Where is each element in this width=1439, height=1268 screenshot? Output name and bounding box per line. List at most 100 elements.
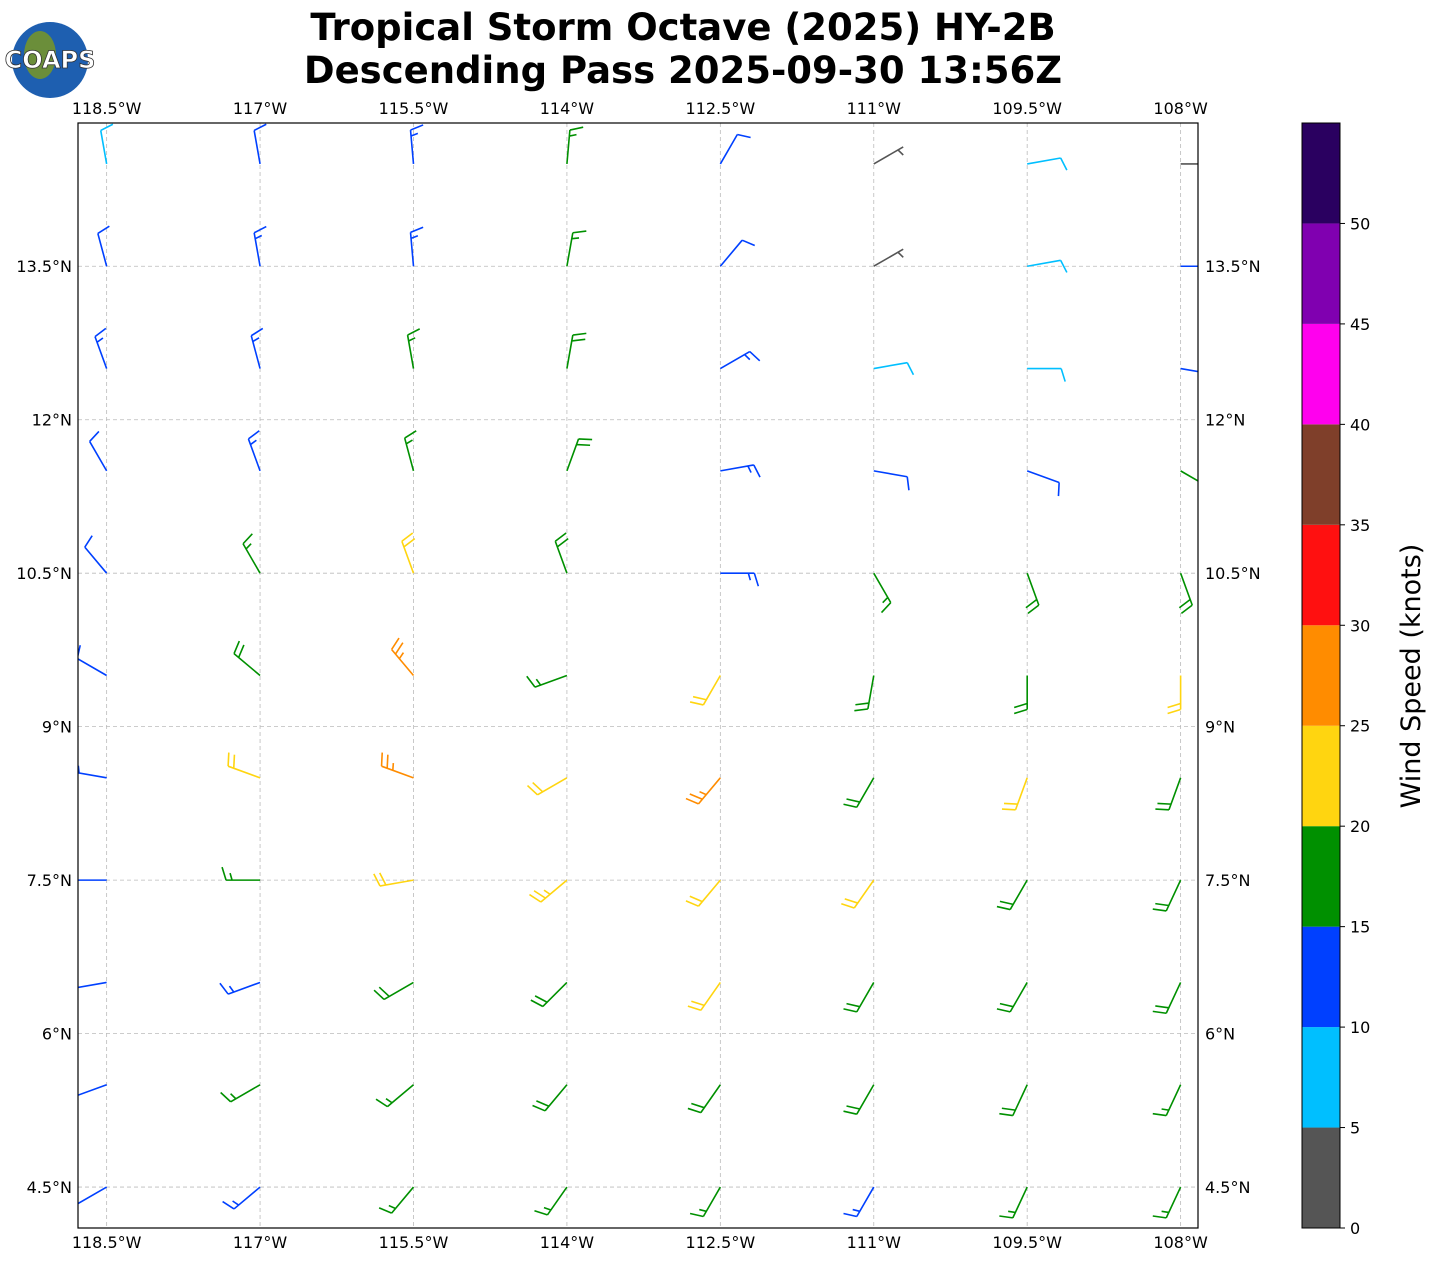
wind-barb: [409, 226, 424, 267]
wind-barb: [219, 981, 261, 995]
x-tick-label: 118.5°W: [72, 1233, 142, 1252]
wind-barb: [88, 430, 108, 472]
wind-barb: [1155, 777, 1182, 811]
colorbar-swatch: [1302, 323, 1340, 425]
wind-barb: [97, 225, 110, 267]
wind-barb: [996, 982, 1028, 1013]
colorbar-tick-label: 20: [1350, 817, 1370, 836]
y-tick-label: 13.5°N: [1205, 257, 1261, 276]
colorbar-swatch: [1302, 223, 1340, 324]
wind-barb: [720, 464, 761, 478]
wind-barb: [1027, 259, 1068, 273]
wind-barb: [250, 327, 264, 369]
y-tick-label: 9°N: [1205, 718, 1235, 737]
wind-barb: [403, 430, 417, 472]
wind-barb: [566, 332, 587, 369]
wind-barb: [253, 225, 267, 267]
colorbar-swatch: [1302, 926, 1340, 1028]
y-tick-label: 12°N: [32, 411, 72, 430]
wind-barb: [1013, 675, 1028, 715]
barbs: [78, 123, 1198, 1219]
wind-barb: [873, 470, 910, 491]
y-tick-label: 7.5°N: [1205, 871, 1250, 890]
wind-barb: [689, 675, 722, 706]
x-tick-label: 108°W: [1153, 99, 1208, 118]
wind-barb: [78, 981, 107, 989]
wind-barb: [373, 872, 414, 887]
wind-barb: [1026, 470, 1060, 497]
y-tick-label: 4.5°N: [27, 1178, 72, 1197]
wind-barb: [380, 752, 414, 779]
wind-barb: [532, 1084, 568, 1112]
wind-barb: [996, 879, 1028, 911]
y-tick-label: 10.5°N: [1205, 564, 1261, 583]
wind-barb: [1025, 572, 1040, 614]
wind-barb: [220, 1084, 261, 1103]
x-tick-label: 108°W: [1153, 1233, 1208, 1252]
colorbar-tick-label: 30: [1350, 616, 1370, 635]
wind-barb: [1027, 367, 1066, 382]
wind-barb: [999, 1186, 1028, 1219]
wind-barb: [873, 248, 904, 267]
wind-barb: [526, 674, 568, 688]
x-tick-label: 118.5°W: [72, 99, 142, 118]
wind-barb: [566, 230, 587, 267]
wind-barb: [873, 361, 915, 376]
colorbar: 0 5 10 15 20 25 30 35 40 45 50: [1301, 122, 1370, 1238]
colorbar-label: Wind Speed (knots): [1396, 544, 1427, 809]
wind-barb: [999, 1084, 1028, 1117]
y-tick-label: 10.5°N: [16, 564, 72, 583]
wind-barb: [1152, 879, 1182, 912]
wind-barb: [689, 1186, 722, 1218]
wind-barb: [242, 533, 261, 574]
logo-land: [24, 31, 56, 79]
wind-barb: [401, 532, 416, 574]
y-tick-label: 9°N: [42, 718, 72, 737]
colorbar-swatch: [1302, 1127, 1340, 1228]
colorbar-swatch: [1302, 1027, 1340, 1128]
wind-barb: [685, 879, 721, 907]
wind-barb: [1167, 675, 1182, 715]
x-tick-label: 114°W: [540, 99, 595, 118]
colorbar-tick-label: 35: [1350, 516, 1370, 535]
wind-barb: [554, 532, 569, 574]
x-tick-label: 114°W: [540, 1233, 595, 1252]
logo-text: COAPS: [5, 46, 96, 74]
wind-barb: [720, 572, 760, 587]
wind-barb: [873, 572, 892, 614]
wind-barb: [1180, 470, 1198, 482]
colorbar-swatch: [1302, 424, 1340, 525]
x-tick-label: 109.5°W: [992, 99, 1062, 118]
colorbar-swatch: [1302, 826, 1340, 927]
wind-barb: [529, 879, 568, 903]
y-tick-label: 6°N: [42, 1025, 72, 1044]
grid: 118.5°W 118.5°W 117°W 117°W 115.5°W 115.5°W 11…: [16, 99, 1260, 1252]
y-tick-label: 6°N: [1205, 1025, 1235, 1044]
colorbar-frame: [1301, 122, 1341, 1229]
wind-barb: [843, 1084, 875, 1115]
wind-barb: [222, 1186, 261, 1210]
wind-barb: [566, 438, 593, 472]
y-tick-label: 4.5°N: [1205, 1178, 1250, 1197]
wind-barb: [253, 123, 267, 165]
colorbar-tick-label: 5: [1350, 1119, 1360, 1138]
wind-barb: [1001, 777, 1028, 811]
wind-barb: [530, 981, 568, 1008]
colorbar-tick-label: 40: [1350, 415, 1370, 434]
title: Descending Pass 2025-09-30 13:56Z: [304, 49, 1062, 92]
wind-barb: [873, 146, 904, 165]
wind-barb: [406, 328, 421, 369]
wind-barb: [78, 765, 107, 779]
wind-barb: [378, 1186, 415, 1214]
wind-barb: [247, 430, 261, 472]
wind-barb: [227, 752, 261, 779]
wind-barb: [687, 981, 721, 1012]
wind-barb: [84, 535, 108, 574]
wind-barb: [233, 640, 261, 677]
wind-barb: [390, 637, 415, 677]
wind-barb: [1180, 367, 1198, 373]
wind-barb: [78, 1186, 108, 1205]
wind-barb: [841, 879, 875, 909]
colorbar-swatch: [1302, 123, 1340, 224]
